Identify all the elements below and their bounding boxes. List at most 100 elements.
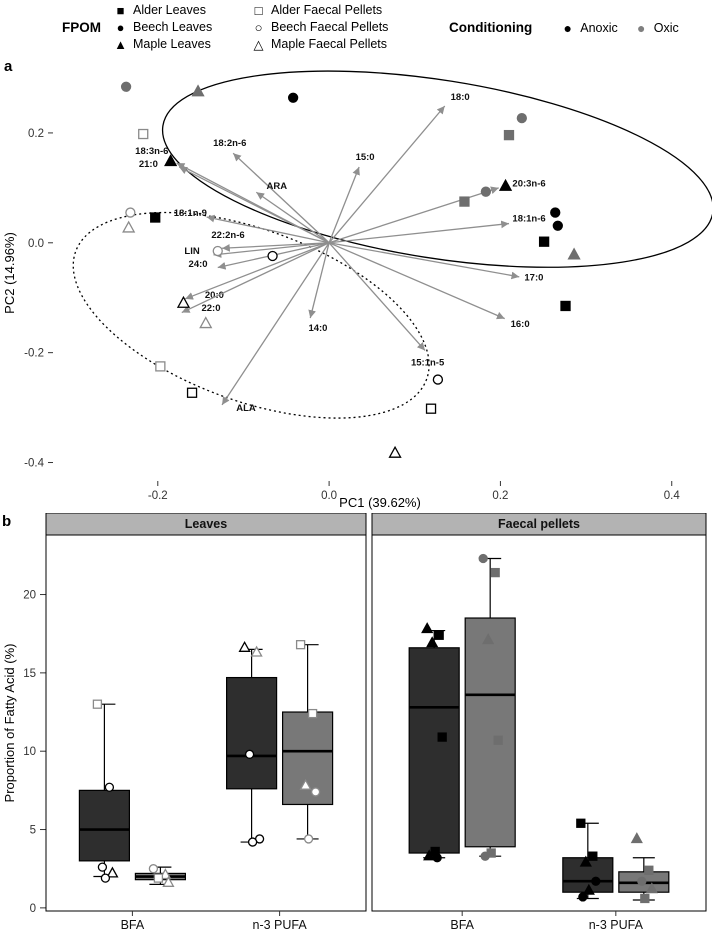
legend-item-maple-leaves: ▲ Maple Leaves bbox=[113, 36, 245, 53]
loading-label: 18:1n-9 bbox=[174, 208, 207, 219]
marker-circle bbox=[125, 207, 136, 218]
box-oxic bbox=[282, 711, 334, 806]
marker-triangle bbox=[421, 622, 434, 634]
marker-triangle bbox=[567, 247, 581, 260]
x-tick-label: 0.4 bbox=[664, 490, 681, 502]
marker-circle bbox=[310, 787, 321, 797]
loading-arrow bbox=[232, 152, 330, 244]
legend-item-label: Alder Leaves bbox=[133, 3, 206, 17]
dotted-confidence-ellipse bbox=[72, 211, 430, 419]
legend-item-oxic: ● Oxic bbox=[634, 21, 679, 35]
fpom-legend: FPOM ■ Alder Leaves □ Alder Faecal Pelle… bbox=[62, 2, 419, 53]
legend-item-alder-faecal-pellets: □ Alder Faecal Pellets bbox=[251, 2, 419, 19]
loading-arrow bbox=[328, 166, 360, 244]
loading-label: ALA bbox=[236, 403, 256, 414]
loading-label: 18:0 bbox=[451, 92, 470, 103]
marker-circle bbox=[120, 81, 132, 92]
fpom-legend-items: ■ Alder Leaves □ Alder Faecal Pellets ● … bbox=[113, 2, 419, 53]
marker-square bbox=[295, 640, 306, 650]
box-oxic bbox=[464, 617, 516, 848]
marker-triangle bbox=[498, 178, 513, 191]
marker-triangle bbox=[250, 645, 263, 657]
boxplot-panel: 0 5 10 15 20 Leaves BFA n-3 PUFA Faecal pellets B… bbox=[2, 513, 707, 930]
marker-circle bbox=[287, 92, 299, 103]
panel-a-label: a bbox=[4, 58, 13, 75]
marker-triangle bbox=[199, 316, 213, 329]
marker-square bbox=[560, 300, 571, 312]
open-square-icon: □ bbox=[254, 3, 263, 18]
loading-arrow bbox=[221, 242, 330, 252]
loading-label: 15:1n-5 bbox=[411, 358, 445, 369]
legend-item-beech-faecal-pellets: ○ Beech Faecal Pellets bbox=[251, 19, 419, 36]
loading-label: 20:3n-6 bbox=[512, 178, 545, 189]
y-tick-label: -0.2 bbox=[24, 348, 44, 360]
loading-label: 15:0 bbox=[356, 152, 375, 163]
marker-circle bbox=[244, 749, 255, 759]
legend-item-label: Maple Faecal Pellets bbox=[271, 37, 388, 51]
legend-item-beech-leaves: ● Beech Leaves bbox=[113, 19, 245, 36]
loading-label: ARA bbox=[267, 181, 288, 192]
loading-label: 24:0 bbox=[189, 259, 208, 270]
marker-square bbox=[588, 851, 598, 861]
marker-square bbox=[150, 212, 161, 223]
loading-arrow bbox=[328, 242, 505, 320]
conditioning-legend-title: Conditioning bbox=[449, 20, 533, 35]
x-tick-label: 0.2 bbox=[492, 490, 508, 502]
loading-arrow bbox=[221, 242, 330, 406]
loading-label: 20:0 bbox=[205, 290, 224, 301]
loading-arrow bbox=[328, 186, 499, 244]
marker-circle bbox=[591, 876, 601, 886]
loading-arrow bbox=[213, 242, 330, 258]
filled-circle-icon: ● bbox=[116, 20, 125, 35]
loading-label: 17:0 bbox=[524, 272, 543, 283]
pca-plot-area: -0.2 0.0 0.2 0.4 -0.4 -0.2 0.0 0.2 18:0 15:0 18:2n… bbox=[24, 70, 712, 502]
marker-square bbox=[640, 893, 650, 904]
loading-arrow bbox=[308, 242, 330, 319]
y-tick-label: 15 bbox=[23, 668, 36, 680]
x-tick-label: 0.0 bbox=[321, 490, 337, 502]
marker-square bbox=[490, 567, 500, 578]
marker-circle bbox=[432, 853, 442, 863]
marker-triangle bbox=[388, 445, 402, 458]
marker-triangle bbox=[299, 778, 312, 790]
legend-item-label: Alder Faecal Pellets bbox=[271, 3, 383, 17]
marker-circle bbox=[97, 862, 108, 872]
marker-circle bbox=[104, 782, 115, 792]
boxplot-plot-area: 0 5 10 15 20 Leaves BFA n-3 PUFA Faecal pellets B… bbox=[23, 513, 707, 930]
marker-circle bbox=[432, 374, 444, 385]
loading-arrow bbox=[328, 105, 446, 244]
legend-item-label: Anoxic bbox=[580, 20, 618, 35]
marker-triangle bbox=[122, 220, 136, 233]
loading-arrow bbox=[206, 214, 330, 244]
marker-triangle bbox=[423, 849, 436, 861]
marker-circle bbox=[637, 876, 647, 886]
marker-square bbox=[138, 128, 149, 140]
marker-circle bbox=[478, 553, 488, 564]
pca-biplot-panel: -0.2 0.0 0.2 0.4 -0.4 -0.2 0.0 0.2 18:0 15:0 18:2n… bbox=[2, 58, 712, 510]
marker-square bbox=[155, 361, 166, 372]
solid-confidence-ellipse bbox=[161, 70, 712, 268]
marker-circle bbox=[100, 873, 111, 883]
marker-circle bbox=[578, 892, 588, 902]
marker-triangle bbox=[630, 832, 643, 844]
loading-arrow bbox=[184, 242, 330, 300]
y-tick-label: 0.2 bbox=[28, 128, 44, 140]
loading-label: 21:0 bbox=[139, 159, 158, 170]
marker-circle bbox=[480, 851, 490, 861]
fpom-legend-title: FPOM bbox=[62, 20, 101, 35]
marker-triangle bbox=[645, 882, 658, 894]
y-tick-label: 20 bbox=[23, 590, 36, 602]
marker-triangle bbox=[579, 855, 592, 867]
pca-y-axis-title: PC2 (14.96%) bbox=[2, 232, 17, 314]
loading-label: 18:1n-6 bbox=[512, 214, 545, 225]
facet-label: Leaves bbox=[185, 517, 227, 531]
marker-triangle bbox=[582, 883, 595, 895]
marker-triangle bbox=[164, 154, 178, 167]
marker-triangle bbox=[162, 875, 175, 887]
loading-label: LIN bbox=[184, 246, 199, 257]
marker-circle bbox=[550, 207, 561, 218]
facet-panel-border bbox=[45, 534, 367, 912]
marker-circle bbox=[480, 186, 492, 197]
marker-triangle bbox=[238, 640, 251, 652]
loading-arrow bbox=[181, 242, 330, 314]
